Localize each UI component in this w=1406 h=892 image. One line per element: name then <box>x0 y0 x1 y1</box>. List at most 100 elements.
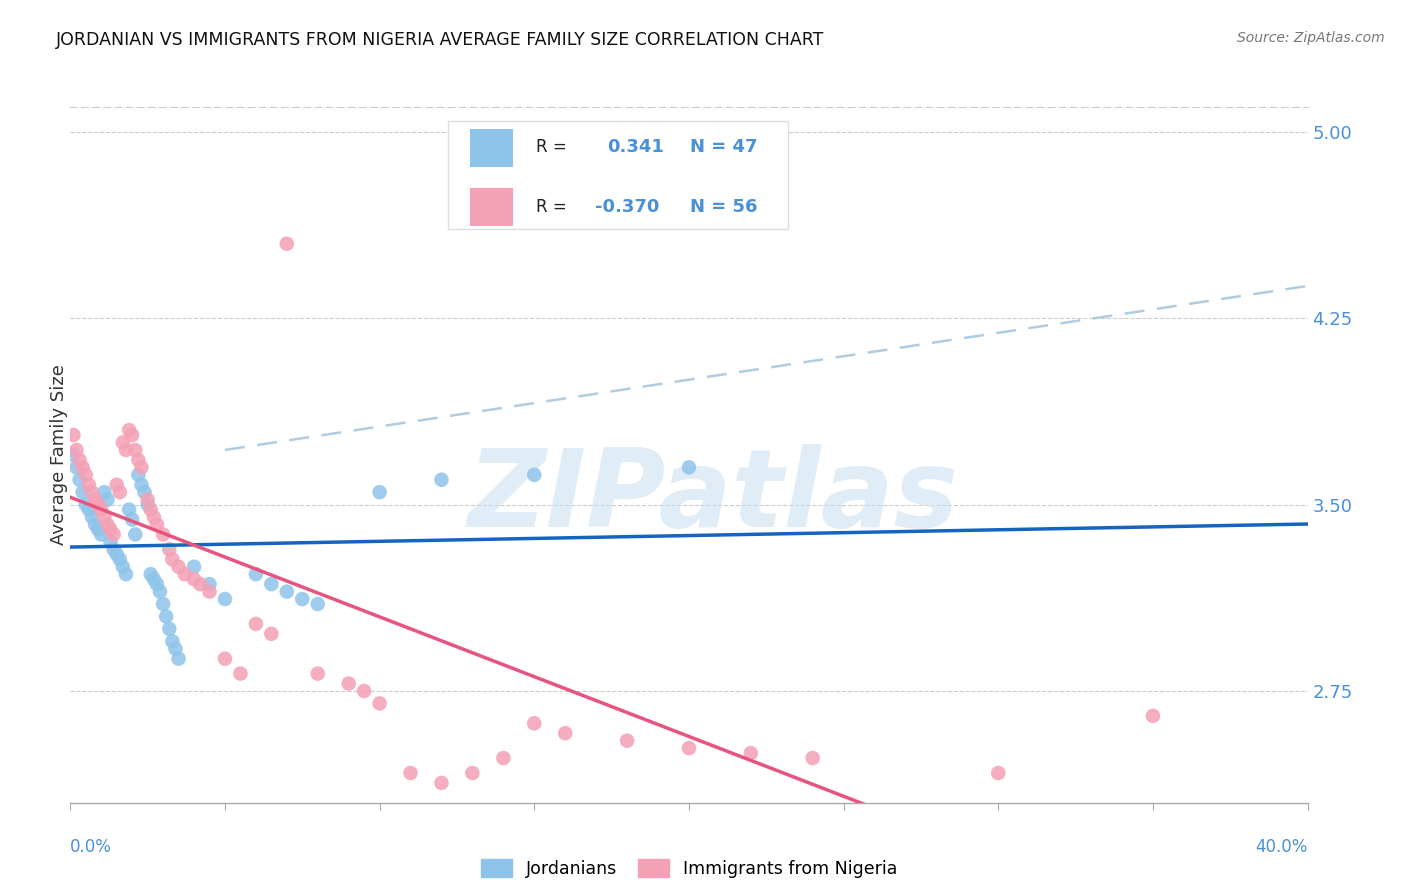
Point <box>554 726 576 740</box>
Point <box>121 428 143 442</box>
FancyBboxPatch shape <box>470 128 513 167</box>
Point <box>127 467 149 482</box>
Point <box>77 477 100 491</box>
Point <box>276 584 298 599</box>
Point <box>167 559 190 574</box>
Text: R =: R = <box>536 138 571 156</box>
Point <box>198 584 221 599</box>
Text: N = 47: N = 47 <box>690 138 758 156</box>
Point <box>307 666 329 681</box>
Point <box>146 517 169 532</box>
Point <box>245 567 267 582</box>
Point <box>678 741 700 756</box>
Point <box>157 622 180 636</box>
Point <box>155 609 177 624</box>
Point <box>77 502 100 516</box>
Point <box>84 492 107 507</box>
Text: 0.341: 0.341 <box>607 138 664 156</box>
Point <box>157 542 180 557</box>
FancyBboxPatch shape <box>470 187 513 226</box>
Text: Source: ZipAtlas.com: Source: ZipAtlas.com <box>1237 31 1385 45</box>
Point <box>353 684 375 698</box>
Point <box>260 577 283 591</box>
Point <box>90 502 112 516</box>
Point <box>492 751 515 765</box>
Point <box>173 567 195 582</box>
Point <box>399 766 422 780</box>
Point <box>291 592 314 607</box>
Y-axis label: Average Family Size: Average Family Size <box>51 365 67 545</box>
Text: JORDANIAN VS IMMIGRANTS FROM NIGERIA AVERAGE FAMILY SIZE CORRELATION CHART: JORDANIAN VS IMMIGRANTS FROM NIGERIA AVE… <box>56 31 824 49</box>
Point <box>118 423 141 437</box>
Point <box>69 453 91 467</box>
Point <box>461 766 484 780</box>
Point <box>93 510 115 524</box>
Point <box>1142 708 1164 723</box>
Point <box>149 584 172 599</box>
Point <box>75 467 97 482</box>
Point <box>96 492 118 507</box>
Point <box>105 477 128 491</box>
Point <box>136 492 159 507</box>
Point <box>198 577 221 591</box>
Point <box>105 547 128 561</box>
FancyBboxPatch shape <box>447 121 787 229</box>
Point <box>72 485 94 500</box>
Point <box>87 498 110 512</box>
Point <box>162 634 184 648</box>
Point <box>183 559 205 574</box>
Legend: Jordanians, Immigrants from Nigeria: Jordanians, Immigrants from Nigeria <box>474 852 904 885</box>
Point <box>100 534 122 549</box>
Point <box>115 567 138 582</box>
Point <box>103 542 125 557</box>
Point <box>100 523 122 537</box>
Point <box>80 485 103 500</box>
Point <box>115 442 138 457</box>
Point <box>165 641 187 656</box>
Point <box>142 572 165 586</box>
Point <box>121 512 143 526</box>
Point <box>245 616 267 631</box>
Point <box>678 460 700 475</box>
Point <box>183 572 205 586</box>
Point <box>139 502 162 516</box>
Point <box>62 448 84 462</box>
Point <box>523 716 546 731</box>
Point <box>108 552 131 566</box>
Point <box>430 473 453 487</box>
Point <box>987 766 1010 780</box>
Point <box>87 523 110 537</box>
Point <box>65 460 87 475</box>
Point <box>131 477 153 491</box>
Point <box>103 527 125 541</box>
Point <box>124 442 146 457</box>
Point <box>111 559 134 574</box>
Point <box>430 776 453 790</box>
Point <box>740 746 762 760</box>
Text: -0.370: -0.370 <box>595 197 659 216</box>
Point <box>152 527 174 541</box>
Point <box>214 592 236 607</box>
Point <box>229 666 252 681</box>
Point <box>152 597 174 611</box>
Point <box>523 467 546 482</box>
Point <box>62 428 84 442</box>
Point <box>142 510 165 524</box>
Text: ZIPatlas: ZIPatlas <box>468 443 959 549</box>
Point <box>111 435 134 450</box>
Point <box>108 485 131 500</box>
Point <box>214 651 236 665</box>
Point <box>84 517 107 532</box>
Point <box>616 733 638 747</box>
Text: N = 56: N = 56 <box>690 197 758 216</box>
Point <box>276 236 298 251</box>
Point <box>368 485 391 500</box>
Point <box>69 473 91 487</box>
Point <box>72 460 94 475</box>
Point <box>65 442 87 457</box>
Point <box>167 651 190 665</box>
Point <box>80 510 103 524</box>
Point <box>75 498 97 512</box>
Point <box>139 567 162 582</box>
Point <box>127 453 149 467</box>
